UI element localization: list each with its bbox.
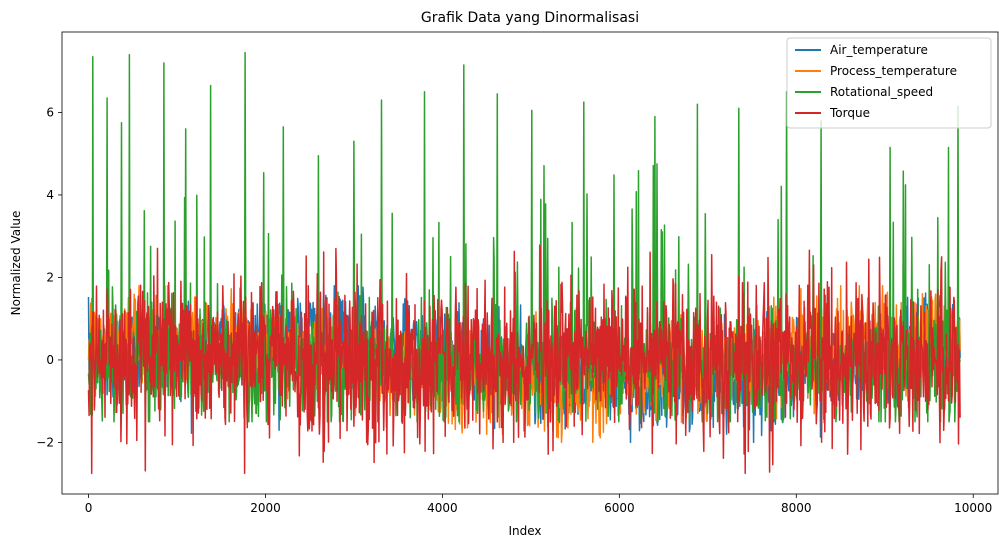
y-tick-label: 6 [46, 105, 54, 119]
y-tick-label: 0 [46, 353, 54, 367]
plot-area [87, 51, 961, 475]
y-tick-label: 4 [46, 188, 54, 202]
legend-label: Process_temperature [830, 64, 957, 78]
y-tick-label: −2 [36, 435, 54, 449]
x-tick-label: 4000 [427, 501, 458, 515]
legend-box [786, 37, 992, 129]
legend-label: Rotational_speed [830, 85, 933, 99]
legend-label: Air_temperature [830, 43, 928, 57]
x-tick-label: 2000 [250, 501, 281, 515]
series-line-torque [87, 245, 961, 475]
y-axis-label: Normalized Value [9, 211, 23, 316]
x-tick-label: 0 [85, 501, 93, 515]
axes-frame [61, 31, 999, 495]
chart-title: Grafik Data yang Dinormalisasi [421, 10, 639, 26]
x-tick-label: 8000 [781, 501, 812, 515]
x-axis-label: Index [508, 524, 541, 538]
x-tick-label: 6000 [604, 501, 635, 515]
legend-label: Torque [829, 106, 870, 120]
y-tick-label: 2 [46, 270, 54, 284]
legend: Air_temperature Process_temperature Rotati… [786, 37, 992, 129]
axes: 0 2000 4000 6000 8000 10000 −2 0 2 4 6 [36, 31, 999, 515]
x-tick-label: 10000 [954, 501, 992, 515]
